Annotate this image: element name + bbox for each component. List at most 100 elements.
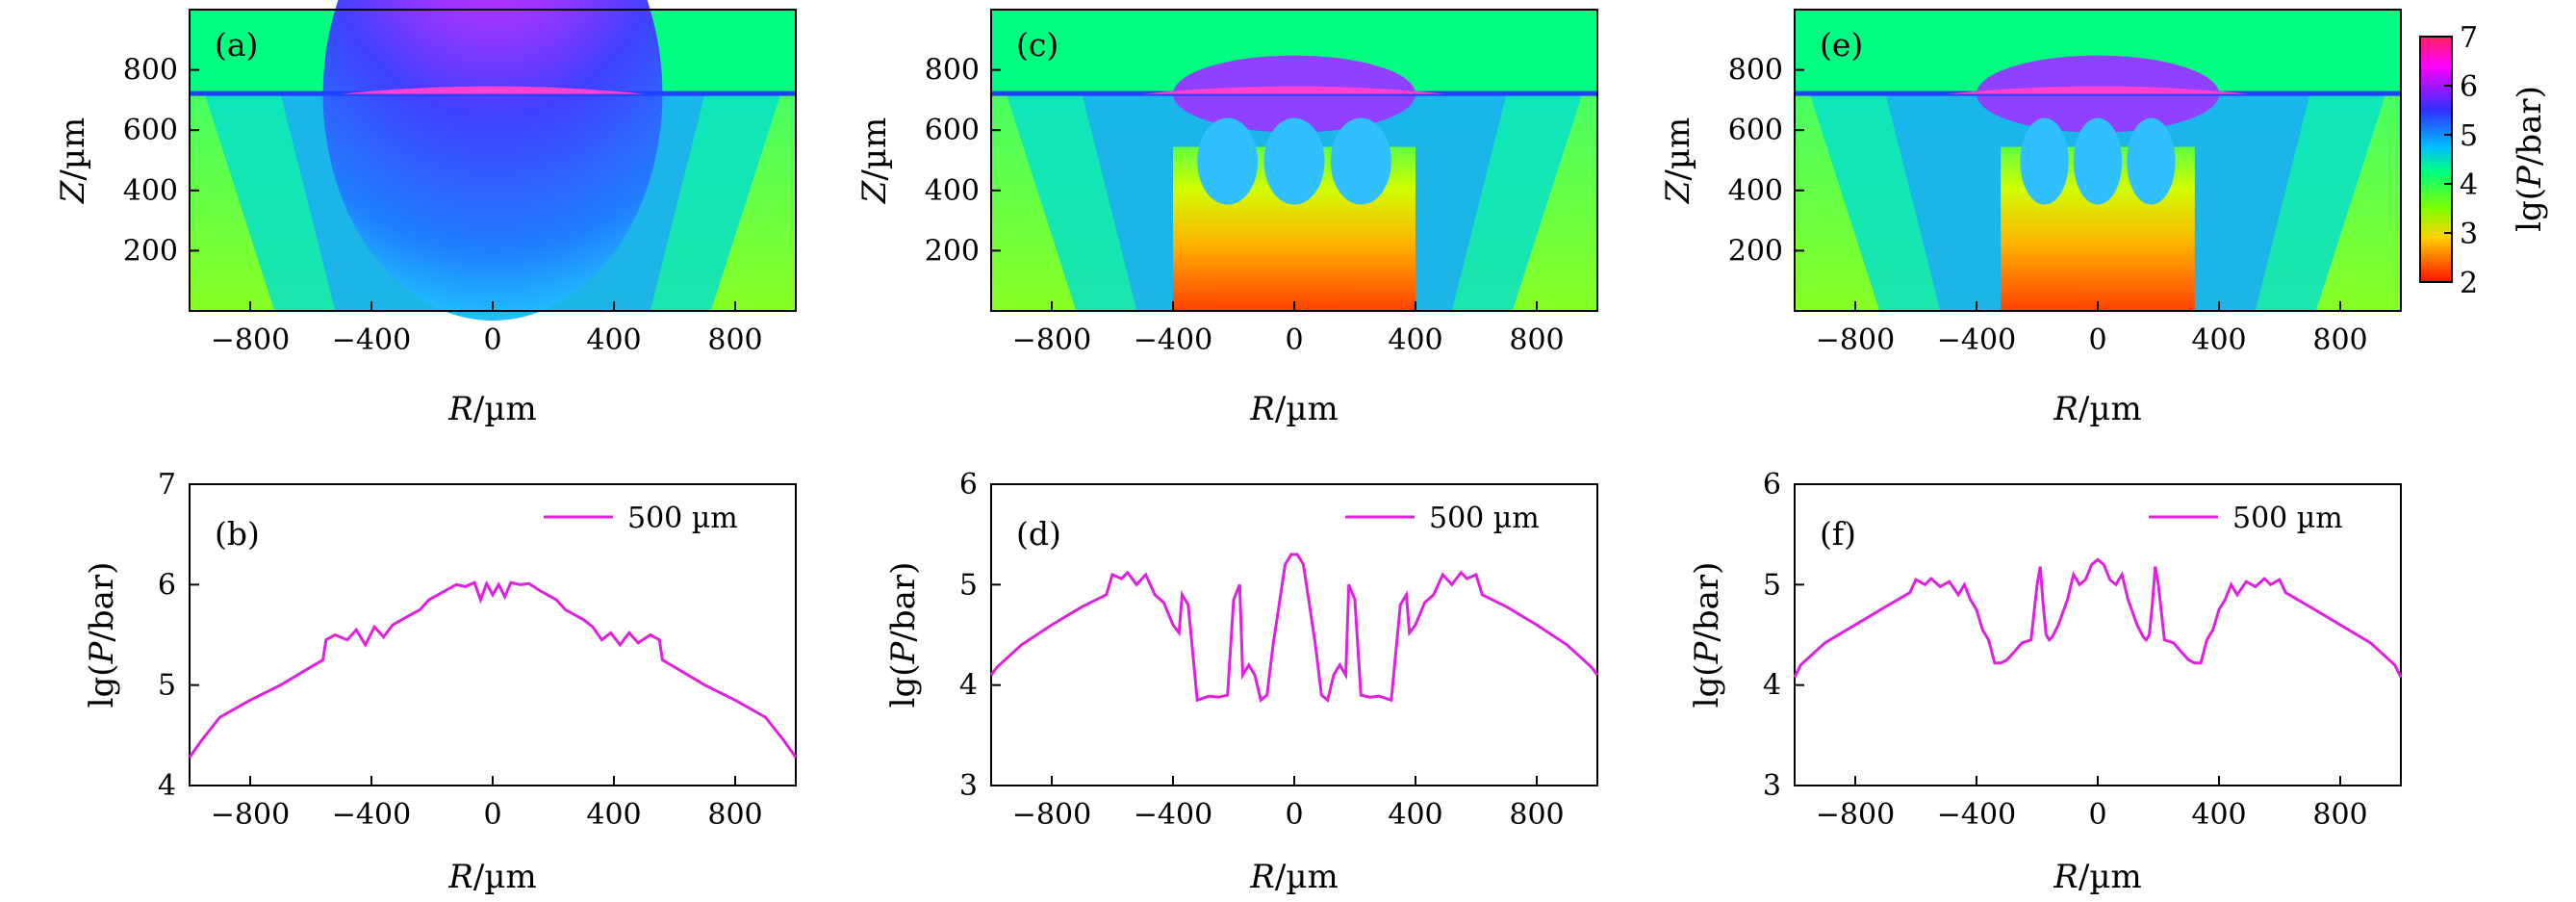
x-tick-label: 0	[1285, 798, 1303, 832]
x-tick-label: −800	[1816, 323, 1895, 357]
colorbar-gradient	[2419, 36, 2453, 283]
plot-frame	[1794, 483, 2402, 786]
panel-label: (a)	[215, 26, 258, 64]
y-tick-label: 200	[1728, 234, 1783, 268]
bubble-2	[2127, 117, 2176, 205]
surface-bulge	[1946, 86, 2250, 94]
x-tick-label: 0	[1285, 323, 1303, 357]
y-tick-label: 3	[959, 769, 978, 803]
series-line	[989, 553, 1599, 703]
x-tick-label: 0	[2088, 798, 2106, 832]
colorbar-tick-label: 3	[2460, 218, 2478, 251]
panel-label: (e)	[1820, 26, 1863, 64]
line-panels: −800 −400 0 400 800 4 5 6 7 (b) 500 µm R/µm lg(P/bar…	[83, 468, 2403, 896]
y-tick-label: 800	[1728, 54, 1783, 88]
y-axis-title: lg(P/bar)	[1688, 562, 1726, 709]
panel-label: (c)	[1016, 26, 1058, 64]
y-tick-label: 400	[925, 174, 980, 208]
x-tick-label: 400	[2191, 323, 2246, 357]
x-tick-label: −800	[1816, 798, 1895, 832]
y-tick-label: 800	[925, 54, 980, 88]
x-tick-label: 400	[2191, 798, 2246, 832]
x-axis-title: R/µm	[447, 390, 536, 428]
x-axis-title: R/µm	[2053, 390, 2141, 428]
y-tick-label: 400	[123, 174, 178, 208]
x-axis-title: R/µm	[2053, 858, 2141, 896]
x-tick-label: −800	[1012, 323, 1091, 357]
x-tick-label: 400	[586, 798, 641, 832]
legend-label: 500 µm	[627, 502, 738, 535]
x-tick-label: 800	[1509, 323, 1564, 357]
colorbar-tick-label: 6	[2460, 70, 2478, 104]
colorbar-ticks: 7 6 5 4 3 2	[2444, 21, 2478, 300]
bubble-1	[2073, 117, 2123, 205]
x-tick-label: −800	[211, 323, 290, 357]
legend-label: 500 µm	[2232, 502, 2343, 535]
panel-label: (b)	[215, 515, 260, 553]
colorbar-tick-label: 7	[2460, 21, 2478, 55]
y-axis-title: lg(P/bar)	[884, 562, 923, 709]
series-line	[188, 580, 798, 759]
x-tick-label: 800	[707, 323, 762, 357]
y-tick-label: 400	[1728, 174, 1783, 208]
y-tick-label: 200	[123, 234, 178, 268]
x-tick-label: 0	[483, 323, 501, 357]
line-panel-1: −800 −400 0 400 800 3 4 5 6 (d) 500 µm R/µm lg(P/bar…	[884, 468, 1599, 896]
colorbar-tick-label: 5	[2460, 119, 2478, 153]
plot-frame	[189, 483, 797, 786]
y-tick-label: 6	[1763, 468, 1781, 502]
heatmap-panel-2: −800 −400 0 400 800 200 400 600 800 (e) R/µm Z/µm	[1659, 9, 2402, 428]
x-tick-label: −800	[211, 798, 290, 832]
x-tick-label: 400	[1388, 798, 1442, 832]
y-axis-title: lg(P/bar)	[83, 562, 121, 709]
x-tick-label: 400	[586, 323, 641, 357]
y-tick-label: 5	[1763, 568, 1781, 602]
y-tick-label: 600	[1728, 114, 1783, 147]
y-tick-label: 5	[158, 669, 176, 703]
high-pressure-core	[322, 0, 663, 321]
y-axis-title: Z/µm	[54, 117, 92, 204]
colorbar: 7 6 5 4 3 2 lg(P/bar)	[2419, 21, 2549, 300]
line-panel-0: −800 −400 0 400 800 4 5 6 7 (b) 500 µm R/µm lg(P/bar…	[83, 468, 798, 896]
y-tick-label: 5	[959, 568, 978, 602]
x-axis-title: R/µm	[1249, 858, 1338, 896]
y-tick-label: 600	[123, 114, 178, 147]
x-tick-label: 800	[2312, 798, 2367, 832]
colorbar-label: lg(P/bar)	[2511, 86, 2549, 232]
panel-label: (d)	[1016, 515, 1061, 553]
surface-bulge	[341, 86, 645, 94]
heatmap-panel-1: −800 −400 0 400 800 200 400 600 800 (c) R/µm Z/µm	[855, 9, 1598, 428]
panel-label: (f)	[1820, 515, 1856, 553]
colorbar-tick-label: 2	[2460, 267, 2478, 300]
x-tick-label: −800	[1012, 798, 1091, 832]
x-tick-label: 800	[707, 798, 762, 832]
bubble-0	[2020, 117, 2069, 205]
y-axis-title: Z/µm	[1659, 117, 1697, 204]
x-tick-label: −400	[1134, 798, 1212, 832]
y-tick-label: 6	[959, 468, 978, 502]
x-tick-label: 400	[1388, 323, 1442, 357]
legend-label: 500 µm	[1429, 502, 1540, 535]
y-tick-label: 3	[1763, 769, 1781, 803]
y-tick-label: 600	[925, 114, 980, 147]
x-tick-label: −400	[1937, 798, 2016, 832]
y-tick-label: 4	[959, 669, 978, 703]
y-tick-label: 6	[158, 568, 176, 602]
heatmap-panels: −800 −400 0 400 800200400600800(a)R/µmZ/µm−8…	[54, 0, 2402, 428]
x-tick-label: −400	[1937, 323, 2016, 357]
y-axis-title: Z/µm	[855, 117, 894, 204]
heatmap-panel-0: −800 −400 0 400 800 200 400 600 800 (a) R/µm Z/µm	[54, 0, 797, 428]
x-tick-label: −400	[332, 323, 411, 357]
bubble-0	[1197, 117, 1259, 205]
y-tick-label: 200	[925, 234, 980, 268]
y-tick-label: 4	[158, 769, 176, 803]
bubble-2	[1330, 117, 1391, 205]
y-tick-label: 4	[1763, 669, 1781, 703]
y-tick-label: 800	[123, 54, 178, 88]
x-tick-label: 800	[1509, 798, 1564, 832]
line-panel-2: −800 −400 0 400 800 3 4 5 6 (f) 500 µm R/µm lg(P/bar…	[1688, 468, 2403, 896]
y-tick-label: 7	[158, 468, 176, 502]
bubble-1	[1263, 117, 1325, 205]
x-tick-label: 800	[2312, 323, 2367, 357]
